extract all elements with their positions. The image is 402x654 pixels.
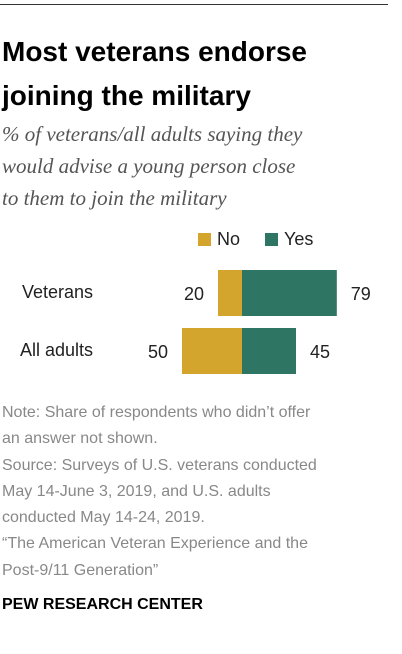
note-line: conducted May 14-24, 2019. [2, 509, 205, 527]
value-label: 45 [310, 342, 330, 362]
subtitle: % of veterans/all adults saying they woul… [2, 118, 302, 214]
note-line: Note: Share of respondents who didn’t of… [2, 404, 311, 421]
note-line: May 14-June 3, 2019, and U.S. adults [2, 482, 271, 500]
bar [242, 270, 337, 316]
note-line: an answer not shown. [2, 430, 158, 448]
value-label: 50 [148, 342, 168, 362]
chart-title: Most veterans endorse joining the milita… [2, 36, 307, 111]
notes: Note: Share of respondents who didn’t of… [2, 400, 317, 584]
footer: PEW RESEARCH CENTER [2, 596, 203, 613]
subtitle-line: to them to join the military [2, 186, 227, 210]
note-line: “The American Veteran Experience and the [2, 535, 308, 553]
note-line: Source: Surveys of U.S. veterans conduct… [2, 456, 317, 474]
legend-label: No [217, 229, 240, 249]
value-label: 20 [184, 284, 204, 304]
legend-swatch [198, 233, 211, 246]
bar [242, 328, 296, 374]
top-rule [0, 4, 388, 5]
bar [182, 328, 242, 374]
subtitle-line: would advise a young person close [2, 154, 296, 178]
value-label: 79 [351, 284, 371, 304]
bar [218, 270, 242, 316]
legend-label: Yes [284, 229, 313, 249]
category-label: All adults [20, 340, 93, 360]
subtitle-line: % of veterans/all adults saying they [2, 122, 303, 146]
chart: No Yes Veterans 20 79 All adults 50 45 [20, 229, 371, 374]
category-label: Veterans [22, 282, 93, 302]
legend-swatch [265, 233, 278, 246]
note-line: Post-9/11 Generation” [2, 561, 159, 579]
